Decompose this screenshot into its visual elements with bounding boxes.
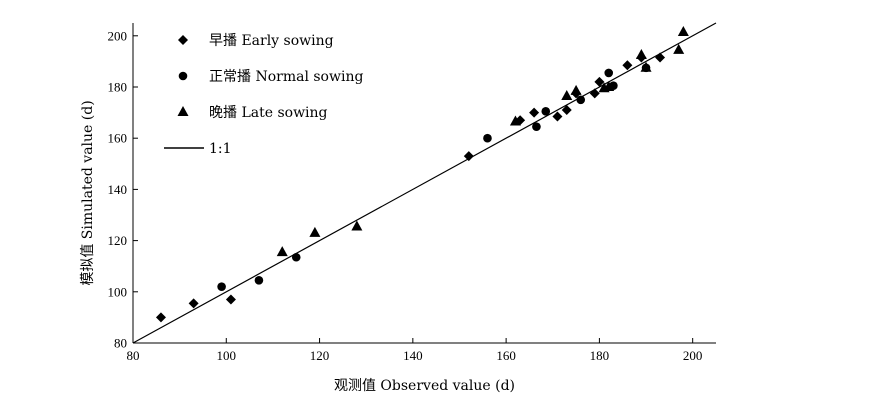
y-tick-label: 120: [108, 233, 128, 248]
triangle-point: [640, 61, 652, 72]
circle-point: [483, 133, 492, 143]
triangle-point: [509, 115, 521, 126]
legend-label: 晚播 Late sowing: [209, 105, 328, 121]
legend-label: 1:1: [209, 141, 232, 157]
x-tick-label: 100: [217, 348, 237, 363]
diamond-point: [589, 88, 600, 99]
triangle-point: [677, 25, 689, 36]
y-axis-title: 模拟值 Simulated value (d): [80, 100, 96, 285]
circle-point: [541, 107, 551, 116]
circle-point: [291, 252, 301, 262]
y-tick-label: 180: [108, 80, 128, 95]
triangle-point: [351, 220, 363, 231]
x-tick-label: 160: [496, 348, 516, 363]
y-tick-label: 100: [108, 284, 128, 299]
x-tick-label: 180: [590, 348, 610, 363]
one-to-one-line: [132, 22, 717, 344]
x-tick-label: 200: [683, 348, 703, 363]
plot-area: [132, 22, 717, 344]
diamond-point: [529, 107, 540, 118]
y-tick-label: 80: [114, 336, 127, 351]
legend: 早播 Early sowing 正常播 Normal sowing 晚播 Late …: [164, 33, 363, 157]
triangle-point: [561, 89, 573, 100]
diamond-point: [594, 76, 605, 87]
legend-label: 正常播 Normal sowing: [209, 69, 363, 85]
diamond-point: [225, 294, 236, 305]
circle-point: [604, 68, 614, 78]
x-tick-label: 120: [310, 348, 330, 363]
circle-point: [254, 275, 264, 285]
x-tick-label: 140: [403, 348, 423, 363]
x-axis-title: 观测值 Observed value (d): [334, 378, 515, 394]
triangle-point: [570, 84, 582, 95]
diamond-point: [463, 151, 474, 162]
diamond-point: [655, 52, 666, 63]
triangle-point: [673, 43, 685, 54]
diamond-point: [561, 105, 572, 116]
diamond-point: [552, 111, 563, 122]
axes: 80 100 120 140 160 180 200 80 100 120 140 160 180 200: [108, 23, 716, 363]
legend-circle-swatch: [178, 71, 188, 81]
diamond-point: [622, 60, 633, 71]
triangle-point: [276, 246, 288, 257]
circle-point: [217, 282, 226, 291]
triangle-point: [309, 226, 321, 237]
legend-triangle-swatch: [177, 106, 189, 116]
y-tick-label: 140: [108, 182, 128, 197]
triangle-point: [635, 49, 647, 59]
circle-point: [576, 95, 586, 105]
legend-diamond-swatch: [178, 35, 188, 45]
legend-label: 早播 Early sowing: [209, 33, 334, 49]
diamond-point: [188, 298, 199, 309]
y-tick-label: 160: [108, 131, 128, 146]
triangle-point: [603, 81, 615, 91]
y-tick-label: 200: [108, 28, 128, 43]
circle-point: [532, 122, 541, 131]
x-tick-label: 80: [127, 348, 140, 363]
diamond-point: [155, 312, 166, 323]
